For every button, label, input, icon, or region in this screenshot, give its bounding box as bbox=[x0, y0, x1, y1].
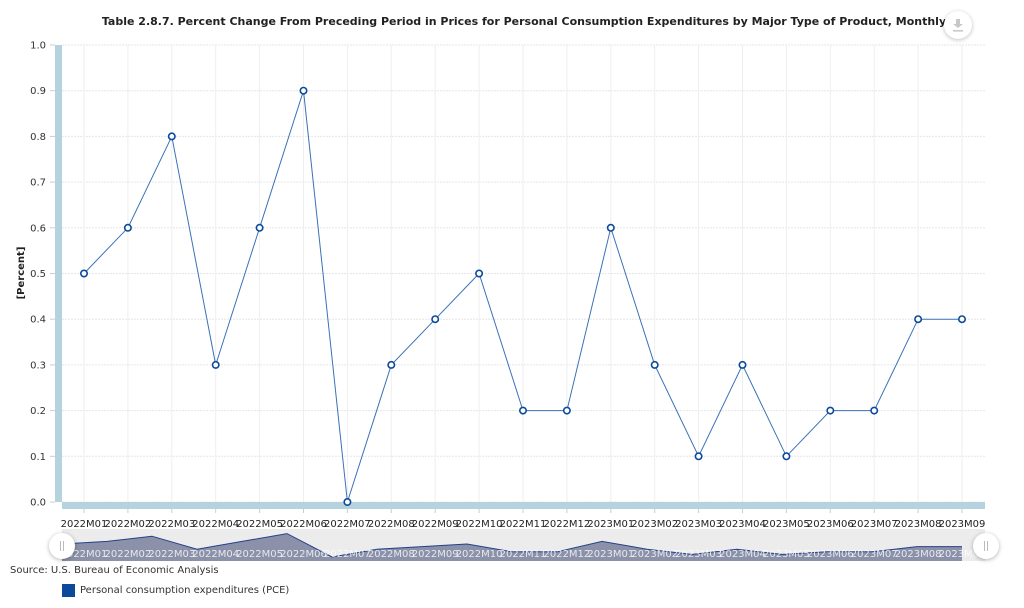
download-icon bbox=[953, 19, 963, 32]
legend-swatch bbox=[62, 584, 75, 597]
navigator-label: 2022M05 bbox=[236, 549, 283, 560]
navigator-line bbox=[61, 533, 962, 558]
data-point[interactable] bbox=[167, 132, 176, 141]
navigator-label: 2022M01 bbox=[61, 549, 108, 560]
x-axis-band bbox=[62, 502, 985, 509]
series-markers bbox=[80, 86, 966, 506]
navigator-label: 2022M12 bbox=[543, 549, 590, 560]
y-tick-label: 0.4 bbox=[30, 315, 46, 326]
data-point[interactable] bbox=[914, 315, 923, 324]
y-axis-band bbox=[55, 45, 62, 502]
x-tick-label: 2022M12 bbox=[543, 519, 590, 530]
data-point[interactable] bbox=[387, 360, 396, 369]
navigator-label: 2023M05 bbox=[763, 549, 810, 560]
y-tick-label: 0.5 bbox=[30, 269, 46, 280]
navigator-label: 2023M06 bbox=[807, 549, 854, 560]
navigator-label: 2023M01 bbox=[587, 549, 634, 560]
x-tick-label: 2022M03 bbox=[148, 519, 195, 530]
download-button[interactable] bbox=[944, 11, 972, 39]
y-tick-label: 0.8 bbox=[30, 132, 46, 143]
data-point[interactable] bbox=[518, 406, 527, 415]
navigator-label: 2023M07 bbox=[851, 549, 898, 560]
x-tick-label: 2022M02 bbox=[104, 519, 151, 530]
data-point[interactable] bbox=[694, 452, 703, 461]
navigator-label: 2022M10 bbox=[456, 549, 503, 560]
navigator-left-handle[interactable] bbox=[49, 533, 75, 559]
x-tick-label: 2022M10 bbox=[456, 519, 503, 530]
x-tick-label: 2022M06 bbox=[280, 519, 327, 530]
x-tick-label: 2022M07 bbox=[324, 519, 371, 530]
navigator-label: 2023M04 bbox=[719, 549, 766, 560]
chart-title: Table 2.8.7. Percent Change From Precedi… bbox=[101, 15, 947, 28]
navigator-right-handle[interactable] bbox=[973, 533, 999, 559]
data-point[interactable] bbox=[255, 223, 264, 232]
y-tick-label: 0.3 bbox=[30, 360, 46, 371]
navigator-label: 2022M07 bbox=[324, 549, 371, 560]
x-tick-label: 2023M03 bbox=[675, 519, 722, 530]
legend-item-pce[interactable]: Personal consumption expenditures (PCE) bbox=[62, 584, 289, 597]
y-tick-label: 0.7 bbox=[30, 178, 46, 189]
data-point[interactable] bbox=[782, 452, 791, 461]
data-point[interactable] bbox=[826, 406, 835, 415]
x-tick-label: 2023M04 bbox=[719, 519, 766, 530]
y-tick-label: 1.0 bbox=[30, 41, 46, 52]
x-tick-label: 2023M06 bbox=[807, 519, 854, 530]
navigator-label: 2022M06 bbox=[280, 549, 327, 560]
navigator-label: 2022M02 bbox=[104, 549, 151, 560]
navigator-label: 2022M09 bbox=[412, 549, 459, 560]
x-tick-label: 2022M01 bbox=[61, 519, 108, 530]
x-tick-label: 2022M04 bbox=[192, 519, 239, 530]
y-tick-label: 0.6 bbox=[30, 223, 46, 234]
gridlines bbox=[62, 44, 985, 503]
navigator-label: 2022M04 bbox=[192, 549, 239, 560]
y-tick-label: 0.9 bbox=[30, 86, 46, 97]
navigator-label: 2022M03 bbox=[148, 549, 195, 560]
y-tick-label: 0.0 bbox=[30, 498, 46, 509]
x-axis-labels: 2022M012022M022022M032022M042022M052022M… bbox=[61, 509, 986, 530]
x-tick-label: 2022M11 bbox=[500, 519, 547, 530]
x-tick-label: 2023M09 bbox=[939, 519, 986, 530]
data-point[interactable] bbox=[343, 497, 352, 506]
data-point[interactable] bbox=[211, 360, 220, 369]
navigator-label: 2023M09 bbox=[939, 549, 986, 560]
data-point[interactable] bbox=[870, 406, 879, 415]
navigator-label: 2022M11 bbox=[500, 549, 547, 560]
data-point[interactable] bbox=[562, 406, 571, 415]
legend-label: Personal consumption expenditures (PCE) bbox=[80, 585, 290, 596]
data-point[interactable] bbox=[957, 315, 966, 324]
navigator-area bbox=[62, 533, 962, 561]
x-tick-label: 2023M07 bbox=[851, 519, 898, 530]
navigator-label: 2023M02 bbox=[631, 549, 678, 560]
navigator-label: 2023M03 bbox=[675, 549, 722, 560]
data-point[interactable] bbox=[650, 360, 659, 369]
x-tick-label: 2022M08 bbox=[368, 519, 415, 530]
data-point[interactable] bbox=[299, 86, 308, 95]
x-tick-label: 2023M01 bbox=[587, 519, 634, 530]
data-point[interactable] bbox=[475, 269, 484, 278]
navigator-labels: 2022M012022M022022M032022M042022M052022M… bbox=[61, 549, 986, 560]
data-point[interactable] bbox=[431, 315, 440, 324]
x-tick-label: 2023M05 bbox=[763, 519, 810, 530]
source-note: Source: U.S. Bureau of Economic Analysis bbox=[10, 565, 219, 576]
x-tick-label: 2023M02 bbox=[631, 519, 678, 530]
data-point[interactable] bbox=[738, 360, 747, 369]
y-tick-label: 0.2 bbox=[30, 406, 46, 417]
navigator[interactable]: 2022M012022M022022M032022M042022M052022M… bbox=[61, 529, 986, 561]
x-tick-label: 2023M08 bbox=[895, 519, 942, 530]
x-tick-label: 2022M05 bbox=[236, 519, 283, 530]
data-point[interactable] bbox=[606, 223, 615, 232]
navigator-label: 2022M08 bbox=[368, 549, 415, 560]
y-axis-labels: 0.0 0.1 0.2 0.3 0.4 0.5 0.6 0.7 0.8 0.9 1.0 bbox=[30, 41, 55, 509]
line-chart: 0.0 0.1 0.2 0.3 0.4 0.5 0.6 0.7 0.8 0.9 1.0 [Perce… bbox=[16, 41, 986, 561]
x-tick-label: 2022M09 bbox=[412, 519, 459, 530]
navigator-label: 2023M08 bbox=[895, 549, 942, 560]
y-tick-label: 0.1 bbox=[30, 452, 46, 463]
data-point[interactable] bbox=[123, 223, 132, 232]
y-axis-title: [Percent] bbox=[16, 247, 27, 300]
data-point[interactable] bbox=[80, 269, 89, 278]
